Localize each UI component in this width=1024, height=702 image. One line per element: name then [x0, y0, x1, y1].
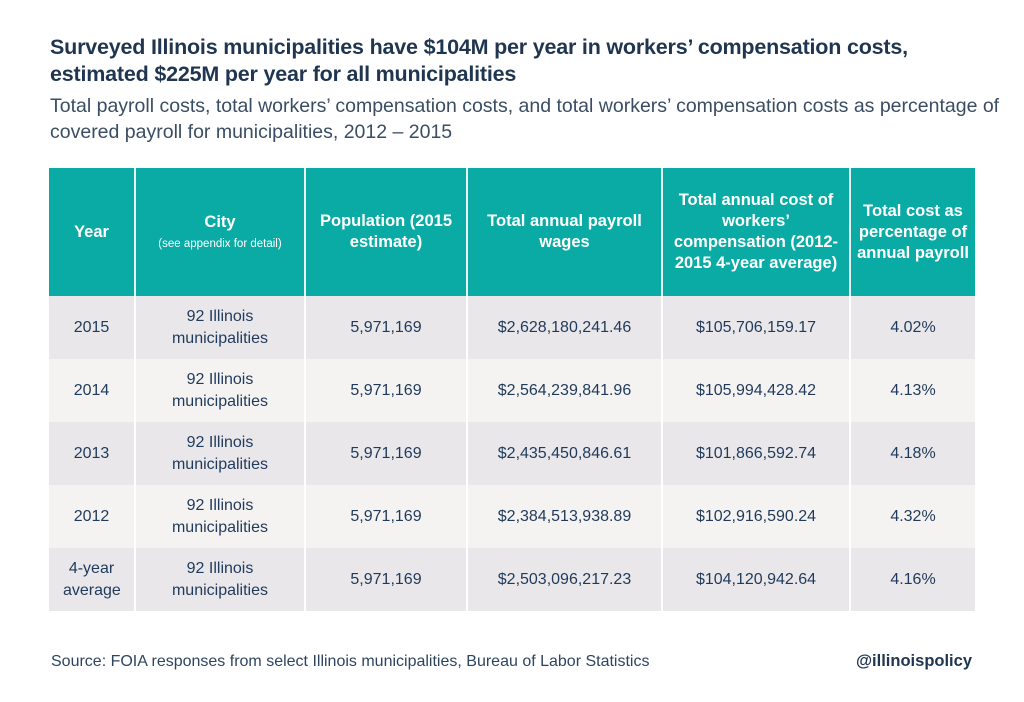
column-header-payroll: Total annual payroll wages — [466, 168, 663, 296]
cell-comp-cost: $102,916,590.24 — [661, 485, 851, 548]
social-handle: @illinoispolicy — [855, 652, 972, 670]
cell-city: 92 Illinois municipalities — [134, 296, 306, 359]
cell-year: 4-year average — [49, 548, 136, 611]
source-note: Source: FOIA responses from select Illin… — [51, 653, 650, 670]
cell-payroll: $2,503,096,217.23 — [466, 548, 663, 611]
cell-comp-cost: $105,706,159.17 — [661, 296, 851, 359]
cell-city: 92 Illinois municipalities — [134, 359, 306, 422]
column-header-year: Year — [49, 168, 136, 296]
cell-year: 2015 — [49, 296, 136, 359]
cell-payroll: $2,628,180,241.46 — [466, 296, 663, 359]
cell-city: 92 Illinois municipalities — [134, 422, 306, 485]
cell-population: 5,971,169 — [304, 548, 468, 611]
cell-percentage: 4.18% — [849, 422, 975, 485]
cell-comp-cost: $101,866,592.74 — [661, 422, 851, 485]
cell-year: 2013 — [49, 422, 136, 485]
cell-comp-cost: $104,120,942.64 — [661, 548, 851, 611]
cell-population: 5,971,169 — [304, 296, 468, 359]
column-header-population: Population (2015 estimate) — [304, 168, 468, 296]
cell-payroll: $2,384,513,938.89 — [466, 485, 663, 548]
table-row: 2015 92 Illinois municipalities 5,971,16… — [49, 296, 975, 359]
cell-comp-cost: $105,994,428.42 — [661, 359, 851, 422]
cell-year: 2012 — [49, 485, 136, 548]
column-header-city-note: (see appendix for detail) — [158, 238, 282, 250]
cell-population: 5,971,169 — [304, 485, 468, 548]
column-header-comp-cost: Total annual cost of workers’ compensati… — [661, 168, 851, 296]
cell-city: 92 Illinois municipalities — [134, 485, 306, 548]
table-row: 2013 92 Illinois municipalities 5,971,16… — [49, 422, 975, 485]
cell-year: 2014 — [49, 359, 136, 422]
table-header-row: Year City (see appendix for detail) Popul… — [49, 168, 975, 296]
cell-percentage: 4.32% — [849, 485, 975, 548]
chart-subtitle: Total payroll costs, total workers’ comp… — [50, 95, 1000, 143]
cell-city: 92 Illinois municipalities — [134, 548, 306, 611]
table-row: 2012 92 Illinois municipalities 5,971,16… — [49, 485, 975, 548]
cell-payroll: $2,564,239,841.96 — [466, 359, 663, 422]
data-table: Year City (see appendix for detail) Popul… — [49, 168, 975, 611]
cell-payroll: $2,435,450,846.61 — [466, 422, 663, 485]
table-row: 2014 92 Illinois municipalities 5,971,16… — [49, 359, 975, 422]
chart-title: Surveyed Illinois municipalities have $1… — [50, 35, 908, 86]
cell-population: 5,971,169 — [304, 422, 468, 485]
column-header-percentage: Total cost as percentage of annual payro… — [849, 168, 975, 296]
cell-percentage: 4.02% — [849, 296, 975, 359]
column-header-city: City (see appendix for detail) — [134, 168, 306, 296]
cell-percentage: 4.13% — [849, 359, 975, 422]
cell-percentage: 4.16% — [849, 548, 975, 611]
cell-population: 5,971,169 — [304, 359, 468, 422]
table-row-average: 4-year average 92 Illinois municipalitie… — [49, 548, 975, 611]
